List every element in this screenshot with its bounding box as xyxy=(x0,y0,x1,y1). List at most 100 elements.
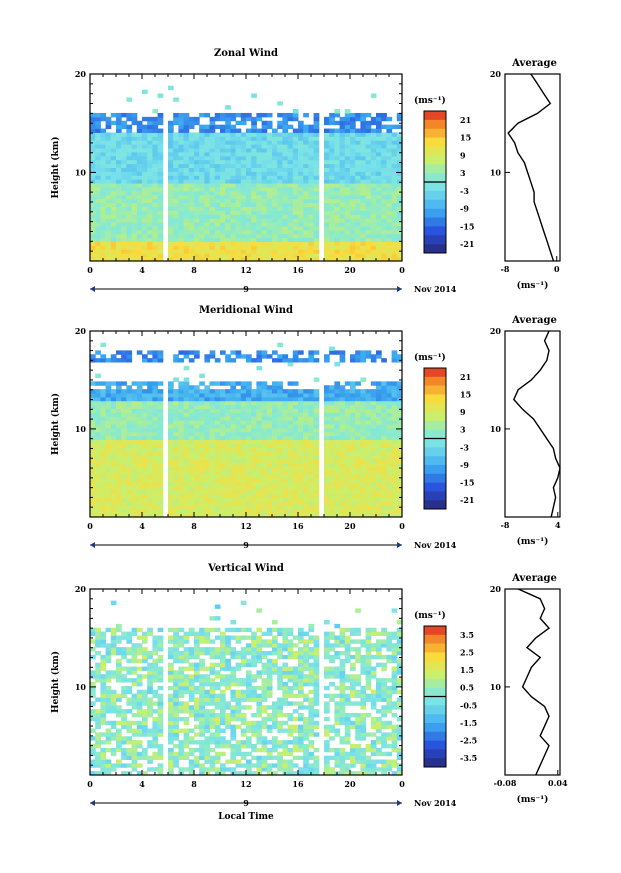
heatmap-cell xyxy=(282,253,289,258)
heatmap-cell xyxy=(329,458,335,464)
heatmap-cell xyxy=(277,210,283,215)
heatmap-cell xyxy=(235,210,242,215)
heatmap-cell xyxy=(220,132,226,137)
heatmap-cell xyxy=(256,404,263,410)
heatmap-cell xyxy=(136,132,143,137)
heatmap-cell xyxy=(334,206,341,211)
heatmap-cell xyxy=(308,443,315,448)
heatmap-cell xyxy=(360,489,367,495)
heatmap-cell xyxy=(376,214,382,219)
heatmap-cell xyxy=(95,751,101,757)
heatmap-cell xyxy=(391,214,398,219)
heatmap-cell xyxy=(173,198,179,204)
heatmap-cell xyxy=(214,420,221,425)
heatmap-cell xyxy=(100,225,107,231)
heatmap-cell xyxy=(116,124,122,130)
heatmap-cell xyxy=(391,431,398,437)
heatmap-cell xyxy=(225,408,231,413)
heatmap-cell xyxy=(95,427,101,433)
heatmap-cell xyxy=(261,455,268,460)
heatmap-cell xyxy=(344,509,351,514)
heatmap-cell xyxy=(90,412,96,417)
heatmap-cell xyxy=(121,678,127,683)
heatmap-cell xyxy=(344,427,351,433)
heatmap-cell xyxy=(329,190,335,196)
heatmap-cell xyxy=(110,732,117,737)
heatmap-cell xyxy=(277,249,283,254)
heatmap-cell xyxy=(386,416,393,421)
heatmap-cell xyxy=(147,443,153,448)
heatmap-cell xyxy=(334,362,341,367)
heatmap-cell xyxy=(131,497,138,503)
heatmap-cell xyxy=(344,513,351,518)
heatmap-cell xyxy=(381,112,387,118)
heatmap-cell xyxy=(303,175,309,180)
heatmap-cell xyxy=(324,408,330,413)
heatmap-cell xyxy=(256,420,263,425)
heatmap-cell xyxy=(116,404,122,410)
heatmap-cell xyxy=(126,416,133,421)
heatmap-cell xyxy=(370,128,377,133)
heatmap-cell xyxy=(230,128,237,133)
heatmap-cell xyxy=(235,493,242,499)
heatmap-cell xyxy=(152,728,159,733)
heatmap-cell xyxy=(95,474,101,479)
heatmap-cell xyxy=(147,447,153,452)
heatmap-cell xyxy=(147,393,153,398)
heatmap-cell xyxy=(308,505,315,510)
heatmap-cell xyxy=(157,724,164,730)
heatmap-cell xyxy=(168,470,174,475)
heatmap-cell xyxy=(183,728,190,733)
heatmap-cell xyxy=(110,482,117,487)
heatmap-cell xyxy=(282,424,289,429)
heatmap-cell xyxy=(230,159,237,165)
heatmap-cell xyxy=(100,732,107,737)
heatmap-cell xyxy=(324,155,330,161)
heatmap-cell xyxy=(110,167,117,172)
heatmap-cell xyxy=(110,513,117,518)
heatmap-cell xyxy=(298,148,304,153)
heatmap-cell xyxy=(396,509,403,514)
heatmap-cell xyxy=(173,148,179,153)
heatmap-cell xyxy=(126,222,133,227)
heatmap-cell xyxy=(142,354,148,359)
heatmap-cell xyxy=(277,175,283,180)
heatmap-cell xyxy=(199,112,205,118)
heatmap-cell xyxy=(126,214,133,219)
heatmap-cell xyxy=(214,462,221,468)
heatmap-cell xyxy=(365,424,372,429)
heatmap-cell xyxy=(303,451,309,456)
heatmap-cell xyxy=(240,253,247,258)
heatmap-cell xyxy=(214,144,221,149)
heatmap-cell xyxy=(308,190,315,196)
heatmap-cell xyxy=(355,447,361,452)
heatmap-cell xyxy=(136,144,143,149)
heatmap-cell xyxy=(188,451,195,456)
heatmap-cell xyxy=(261,120,268,126)
heatmap-cell xyxy=(334,155,341,161)
heatmap-cell xyxy=(183,732,190,737)
heatmap-cell xyxy=(131,486,138,491)
heatmap-cell xyxy=(90,190,96,196)
heatmap-cell xyxy=(173,183,179,188)
heatmap-cell xyxy=(183,701,190,706)
heatmap-cell xyxy=(188,210,195,215)
heatmap-cell xyxy=(256,389,263,394)
heatmap-cell xyxy=(116,416,122,421)
heatmap-cell xyxy=(334,350,341,355)
heatmap-cell xyxy=(292,482,299,487)
heatmap-cell xyxy=(188,439,195,444)
heatmap-cell xyxy=(339,385,346,390)
heatmap-cell xyxy=(324,136,330,141)
heatmap-cell xyxy=(116,431,122,437)
heatmap-cell xyxy=(277,455,283,460)
heatmap-cell xyxy=(266,443,273,448)
heatmap-cell xyxy=(168,651,174,656)
heatmap-cell xyxy=(355,350,361,355)
heatmap-cell xyxy=(121,466,127,472)
heatmap-cell xyxy=(308,194,315,200)
heatmap-cell xyxy=(105,501,112,506)
heatmap-cell xyxy=(235,408,242,413)
heatmap-cell xyxy=(282,389,289,394)
heatmap-cell xyxy=(308,447,315,452)
